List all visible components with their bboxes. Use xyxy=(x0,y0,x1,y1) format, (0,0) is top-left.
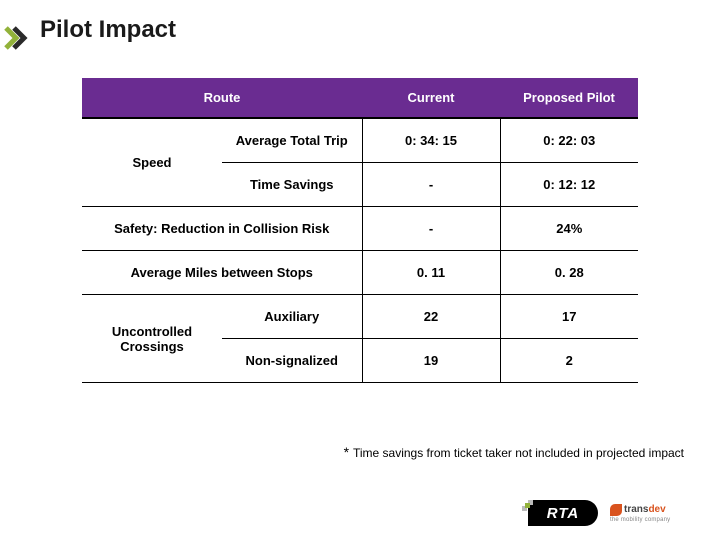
crossings-label: Uncontrolled Crossings xyxy=(82,295,222,383)
table-row: Average Miles between Stops 0. 11 0. 28 xyxy=(82,251,638,295)
transdev-logo: transdev the mobility company xyxy=(610,500,692,526)
col-proposed: Proposed Pilot xyxy=(500,78,638,118)
avg-trip-current: 0: 34: 15 xyxy=(362,118,500,163)
table-row: Uncontrolled Crossings Auxiliary 22 17 xyxy=(82,295,638,339)
safety-current: - xyxy=(362,207,500,251)
pilot-impact-table: Route Current Proposed Pilot Speed Avera… xyxy=(82,78,638,383)
nonsig-label: Non-signalized xyxy=(222,339,362,383)
aux-label: Auxiliary xyxy=(222,295,362,339)
aux-current: 22 xyxy=(362,295,500,339)
col-route: Route xyxy=(82,78,362,118)
footer-logos: RTA transdev the mobility company xyxy=(528,500,692,526)
safety-proposed: 24% xyxy=(500,207,638,251)
avg-trip-label: Average Total Trip xyxy=(222,118,362,163)
miles-label: Average Miles between Stops xyxy=(82,251,362,295)
nonsig-proposed: 2 xyxy=(500,339,638,383)
transdev-text: transdev xyxy=(624,504,666,515)
rta-logo: RTA xyxy=(528,500,598,526)
avg-trip-proposed: 0: 22: 03 xyxy=(500,118,638,163)
table-row: Safety: Reduction in Collision Risk - 24… xyxy=(82,207,638,251)
speed-label: Speed xyxy=(82,118,222,207)
nonsig-current: 19 xyxy=(362,339,500,383)
transdev-icon xyxy=(610,504,622,516)
page-title: Pilot Impact xyxy=(40,16,176,44)
miles-proposed: 0. 28 xyxy=(500,251,638,295)
footnote: * Time savings from ticket taker not inc… xyxy=(344,444,684,460)
aux-proposed: 17 xyxy=(500,295,638,339)
time-savings-label: Time Savings xyxy=(222,163,362,207)
time-savings-current: - xyxy=(362,163,500,207)
table-row: Speed Average Total Trip 0: 34: 15 0: 22… xyxy=(82,118,638,163)
safety-label: Safety: Reduction in Collision Risk xyxy=(82,207,362,251)
chevron-decoration xyxy=(4,24,32,57)
miles-current: 0. 11 xyxy=(362,251,500,295)
footnote-text: Time savings from ticket taker not inclu… xyxy=(353,446,684,460)
asterisk: * xyxy=(344,444,353,460)
time-savings-proposed: 0: 12: 12 xyxy=(500,163,638,207)
col-current: Current xyxy=(362,78,500,118)
transdev-tagline: the mobility company xyxy=(610,517,670,523)
